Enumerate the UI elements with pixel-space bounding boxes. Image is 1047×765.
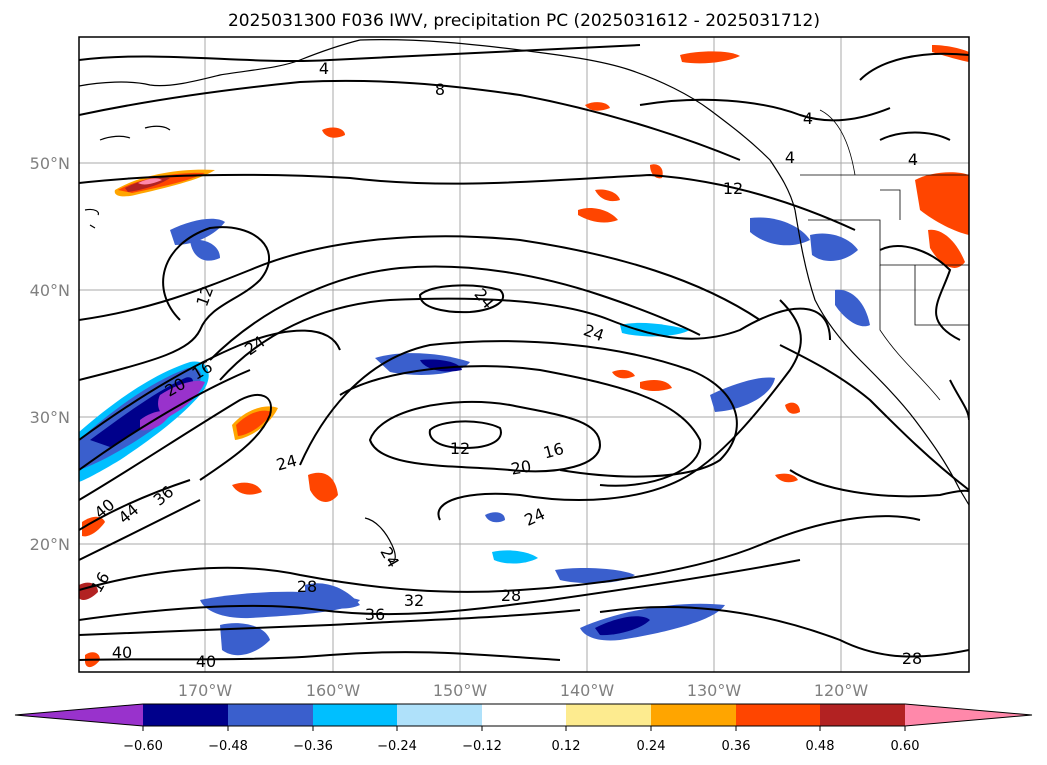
colorbar: −0.60 −0.48 −0.36 −0.24 0.12 0.24 0.36 0… xyxy=(14,703,1033,754)
lon-labels: 170°W 160°W 150°W 140°W 130°W 120°W xyxy=(178,681,869,700)
colorbar-swatch xyxy=(482,704,566,726)
contour-label: 28 xyxy=(902,649,922,668)
contour-label: 4 xyxy=(908,150,918,169)
lat-label: 20°N xyxy=(30,535,70,554)
colorbar-tick-label: −0.24 xyxy=(377,739,417,754)
colorbar-tick-label: 0.36 xyxy=(722,739,751,754)
gridlines xyxy=(79,37,969,672)
map-title: 2025031300 F036 IWV, precipitation PC (2… xyxy=(228,11,820,31)
contour-label: 12 xyxy=(450,439,470,458)
lat-label: 50°N xyxy=(30,154,70,173)
lon-label: 150°W xyxy=(433,681,488,700)
contour-label: 4 xyxy=(319,59,329,78)
colorbar-swatch xyxy=(736,704,820,726)
lat-label: 30°N xyxy=(30,408,70,427)
lon-label: 170°W xyxy=(178,681,233,700)
contour-label: 36 xyxy=(365,605,385,624)
colorbar-tick-label: −0.60 xyxy=(123,739,163,754)
colorbar-tick-labels: −0.60 −0.48 −0.36 −0.24 0.12 0.24 0.36 0… xyxy=(123,739,919,754)
colorbar-tick-label: 0.24 xyxy=(637,739,666,754)
contour-label: 32 xyxy=(404,591,424,610)
colorbar-swatch xyxy=(566,704,651,726)
colorbar-tick-label: −0.48 xyxy=(208,739,248,754)
colorbar-swatch xyxy=(397,704,482,726)
borders xyxy=(800,109,969,401)
map-panel: 4 8 4 4 4 12 12 24 24 24 16 20 24 24 12 … xyxy=(78,36,970,673)
contour-label: 28 xyxy=(501,586,521,605)
colorbar-ticks xyxy=(142,726,906,731)
map-frame xyxy=(78,36,970,673)
contour-label: 40 xyxy=(112,643,132,662)
contour-label: 4 xyxy=(785,148,795,167)
contour-label: 28 xyxy=(297,577,317,596)
colorbar-tick-label: −0.12 xyxy=(462,739,502,754)
colorbar-swatch xyxy=(313,704,397,726)
lat-labels: 50°N 40°N 30°N 20°N xyxy=(30,154,70,554)
colorbar-tick-label: 0.48 xyxy=(806,739,835,754)
contour-label: 8 xyxy=(435,80,445,99)
precip-shading xyxy=(79,45,969,668)
colorbar-tick-label: 0.12 xyxy=(552,739,581,754)
colorbar-swatch xyxy=(228,704,313,726)
lon-label: 140°W xyxy=(560,681,615,700)
contour-label: 16 xyxy=(541,439,566,463)
colorbar-tick-label: −0.36 xyxy=(293,739,333,754)
contour-label: 12 xyxy=(723,179,743,198)
contour-label: 24 xyxy=(274,451,299,475)
contour-label: 40 xyxy=(196,652,216,671)
lon-label: 120°W xyxy=(814,681,869,700)
contour-label: 4 xyxy=(803,109,813,128)
colorbar-swatch xyxy=(651,704,736,726)
lon-label: 160°W xyxy=(306,681,361,700)
colorbar-extend-high xyxy=(905,704,1032,726)
colorbar-swatch xyxy=(820,704,905,726)
coastlines xyxy=(79,39,969,563)
lat-label: 40°N xyxy=(30,281,70,300)
colorbar-extend-low xyxy=(15,704,143,726)
contour-label: 20 xyxy=(509,456,532,478)
lon-label: 130°W xyxy=(687,681,742,700)
colorbar-swatch xyxy=(143,704,228,726)
colorbar-tick-label: 0.60 xyxy=(891,739,920,754)
